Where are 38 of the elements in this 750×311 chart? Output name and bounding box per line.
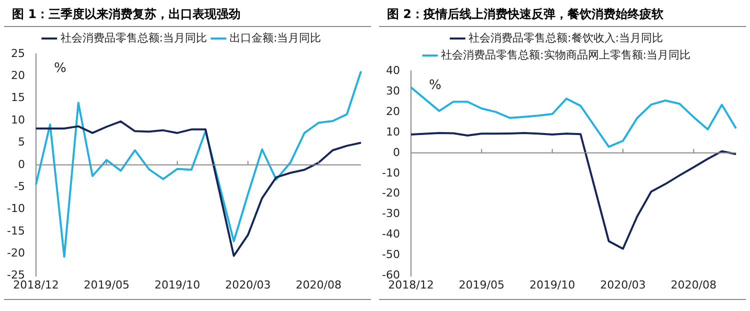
y-tick-label: -15 [7,224,25,238]
x-tick-label: 2018/12 [388,278,434,292]
y-axis-title: % [54,60,66,76]
legend-label: 社会消费品零售总额:实物商品网上零售额:当月同比 [441,48,690,62]
y-tick-label: 40 [386,64,400,77]
y-tick-label: -40 [382,228,400,241]
legend-label: 社会消费品零售总额:当月同比 [60,31,208,44]
y-tick-label: -30 [382,207,400,220]
x-tick-label: 2020/08 [670,278,716,292]
y-tick-label: 0 [18,158,25,171]
x-tick-label: 2020/03 [225,278,271,292]
y-tick-label: 10 [386,125,400,138]
y-tick-label: -10 [7,202,25,216]
y-tick-label: -20 [382,186,400,200]
x-tick-label: 2019/10 [154,278,200,292]
y-tick-label: -20 [7,246,25,260]
x-tick-label: 2018/12 [13,278,59,292]
x-tick-label: 2020/08 [296,278,342,292]
y-tick-label: 20 [386,104,400,118]
y-axis-title: % [428,78,442,93]
legend-label: 社会消费品零售总额:餐饮收入:当月同比 [468,31,663,44]
x-tick-label: 2019/05 [84,278,130,292]
x-tick-label: 2019/10 [529,278,576,292]
y-tick-label: 25 [10,46,25,60]
y-tick-label: 30 [386,84,400,98]
y-tick-label: -50 [382,248,400,262]
x-tick-label: 2020/03 [600,278,646,292]
y-tick-label: 15 [10,91,25,104]
y-tick-label: 20 [10,69,25,82]
legend-label: 出口金额:当月同比 [230,31,322,44]
y-tick-label: 5 [18,136,25,149]
chart-title: 图 1：三季度以来消费复苏，出口表现强劲 [4,0,371,27]
y-tick-label: 10 [10,113,25,126]
y-tick-label: -10 [382,166,400,180]
y-tick-label: 0 [392,146,400,159]
y-tick-label: -5 [14,180,25,193]
chart-title: 图 2：疫情后线上消费快速反弹，餐饮消费始终疲软 [379,0,746,27]
x-tick-label: 2019/05 [458,278,504,292]
